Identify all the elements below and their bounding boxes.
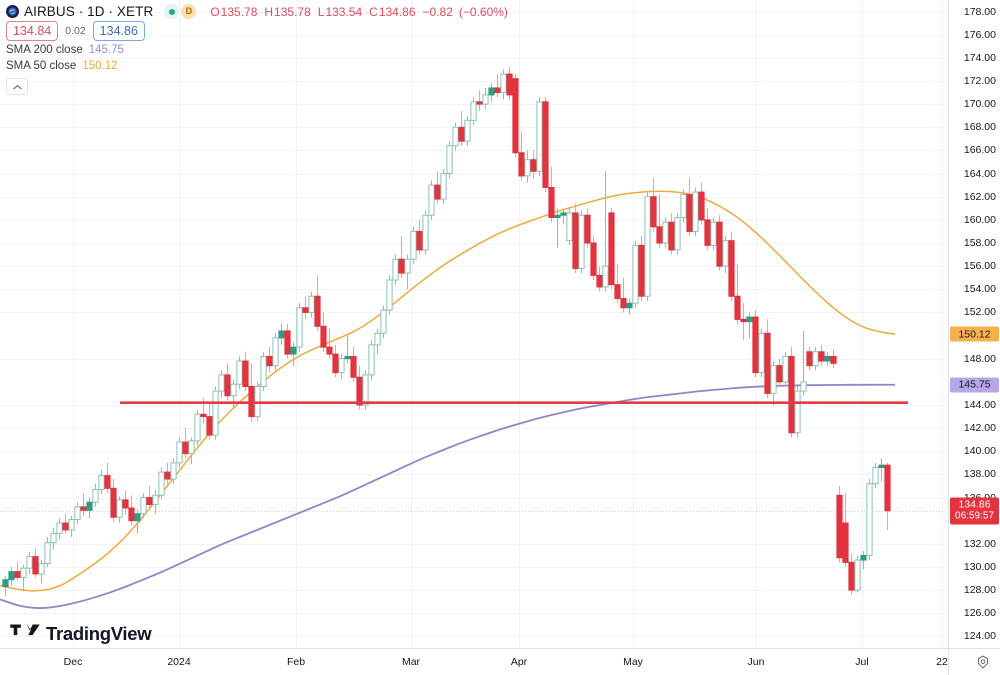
candlestick-chart-svg [0, 0, 948, 648]
price-tick: 142.00 [963, 422, 996, 435]
price-tick: 168.00 [963, 121, 996, 134]
watermark-text: TradingView [46, 622, 152, 644]
time-tick: Apr [510, 656, 528, 668]
price-tick: 124.00 [963, 630, 996, 643]
price-tick: 138.00 [963, 468, 996, 481]
chevron-up-icon[interactable] [6, 78, 28, 95]
grid-lines [0, 0, 948, 648]
price-pill-value: 150.12 [958, 328, 991, 341]
price-tick: 156.00 [963, 260, 996, 273]
price-tick: 166.00 [963, 144, 996, 157]
price-tick: 160.00 [963, 213, 996, 226]
sma-50-line [0, 190, 896, 592]
time-tick: Jul [855, 656, 869, 668]
time-tick: May [623, 656, 643, 668]
time-tick: Jun [747, 656, 765, 668]
price-tick: 174.00 [963, 51, 996, 64]
price-tick: 176.00 [963, 28, 996, 41]
price-tick: 130.00 [963, 561, 996, 573]
price-pill-sma50[interactable]: 150.12 [950, 326, 999, 342]
price-tick: 158.00 [963, 237, 996, 249]
price-axis[interactable]: 178.00 176.00 174.00 172.00 170.00 168.00 166.… [948, 0, 1000, 648]
time-tick: Mar [401, 656, 421, 668]
price-tick: 164.00 [963, 167, 996, 180]
price-pill-last[interactable]: 134.86 06:59:57 [950, 497, 999, 525]
time-tick: 22 [936, 656, 948, 668]
price-tick: 152.00 [963, 306, 996, 319]
price-tick: 144.00 [963, 399, 996, 411]
price-tick: 162.00 [963, 190, 996, 203]
price-tick: 172.00 [963, 75, 996, 87]
time-axis[interactable]: Dec 2024 Feb Mar Apr May Jun Jul 22 [0, 648, 1000, 675]
price-pill-countdown: 06:59:57 [955, 510, 994, 522]
price-tick: 132.00 [963, 537, 996, 550]
chart-settings-icon[interactable] [976, 655, 990, 669]
price-pill-value: 145.75 [958, 378, 991, 391]
price-pill-sma200[interactable]: 145.75 [950, 377, 999, 393]
price-tick: 178.00 [963, 5, 996, 18]
price-tick: 148.00 [963, 352, 996, 365]
tradingview-logo-icon [10, 622, 40, 645]
time-tick: 2024 [167, 656, 191, 668]
price-tick: 154.00 [963, 283, 996, 296]
price-tick: 140.00 [963, 445, 996, 458]
price-pill-value: 134.86 [958, 498, 991, 511]
price-tick: 170.00 [963, 98, 996, 111]
price-tick: 128.00 [963, 584, 996, 597]
time-tick: Dec [63, 656, 83, 668]
time-tick: Feb [286, 656, 306, 668]
price-tick: 126.00 [963, 607, 996, 620]
axis-corner-cell [948, 648, 1000, 675]
candlestick-series [2, 67, 891, 596]
sma-200-line [0, 383, 895, 609]
chart-plot-area[interactable] [0, 0, 948, 648]
tradingview-watermark: TradingView [10, 622, 152, 645]
